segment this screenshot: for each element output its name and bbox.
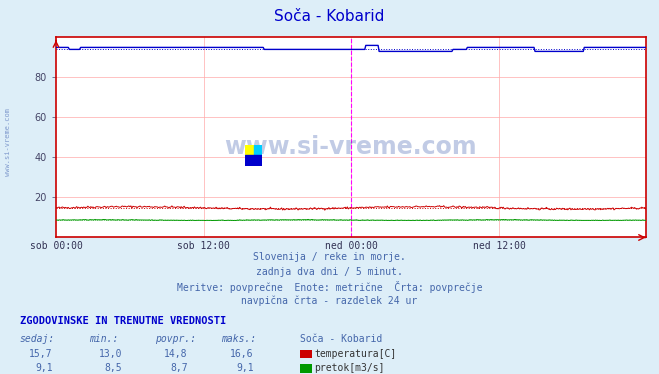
Text: 9,1: 9,1	[35, 363, 53, 373]
Text: ned 00:00: ned 00:00	[325, 241, 378, 251]
Text: navpična črta - razdelek 24 ur: navpična črta - razdelek 24 ur	[241, 295, 418, 306]
Text: www.si-vreme.com: www.si-vreme.com	[5, 108, 11, 176]
Text: sob 12:00: sob 12:00	[177, 241, 230, 251]
Text: 8,5: 8,5	[104, 363, 122, 373]
Text: 16,6: 16,6	[230, 349, 254, 359]
Text: ned 12:00: ned 12:00	[473, 241, 526, 251]
Text: min.:: min.:	[89, 334, 119, 344]
Text: pretok[m3/s]: pretok[m3/s]	[314, 363, 385, 373]
Text: maks.:: maks.:	[221, 334, 256, 344]
Text: sedaj:: sedaj:	[20, 334, 55, 344]
Text: sob 00:00: sob 00:00	[30, 241, 82, 251]
Polygon shape	[245, 145, 254, 156]
Polygon shape	[245, 156, 254, 166]
Polygon shape	[254, 156, 262, 166]
Text: zadnja dva dni / 5 minut.: zadnja dva dni / 5 minut.	[256, 267, 403, 277]
Text: Soča - Kobarid: Soča - Kobarid	[300, 334, 382, 344]
Text: ZGODOVINSKE IN TRENUTNE VREDNOSTI: ZGODOVINSKE IN TRENUTNE VREDNOSTI	[20, 316, 226, 326]
Text: www.si-vreme.com: www.si-vreme.com	[225, 135, 477, 159]
Text: temperatura[C]: temperatura[C]	[314, 349, 397, 359]
Text: 15,7: 15,7	[29, 349, 53, 359]
Text: 9,1: 9,1	[236, 363, 254, 373]
Polygon shape	[254, 145, 262, 156]
Text: povpr.:: povpr.:	[155, 334, 196, 344]
Text: Soča - Kobarid: Soča - Kobarid	[274, 9, 385, 24]
Text: Meritve: povprečne  Enote: metrične  Črta: povprečje: Meritve: povprečne Enote: metrične Črta:…	[177, 281, 482, 293]
Text: 14,8: 14,8	[164, 349, 188, 359]
Text: 8,7: 8,7	[170, 363, 188, 373]
Text: Slovenija / reke in morje.: Slovenija / reke in morje.	[253, 252, 406, 263]
Text: 13,0: 13,0	[98, 349, 122, 359]
